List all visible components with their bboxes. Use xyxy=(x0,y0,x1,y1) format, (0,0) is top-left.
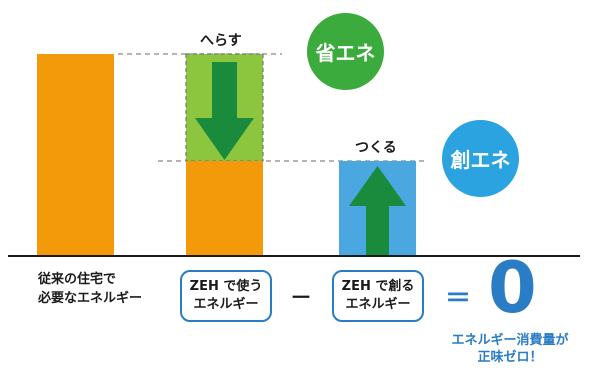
bar-reduced-outline xyxy=(185,53,264,162)
zeh-use-line2: エネルギー xyxy=(193,297,259,312)
zeh-create-box: ZEH で創る エネルギー xyxy=(332,270,424,322)
zero-value: 0 xyxy=(488,247,537,329)
result-caption-line1: エネルギー消費量が xyxy=(451,333,569,348)
down-arrow-icon xyxy=(195,62,254,160)
zeh-create-line1: ZEH で創る xyxy=(341,279,415,294)
bar-zeh-use xyxy=(186,161,263,256)
zeh-create-line2: エネルギー xyxy=(345,297,411,312)
result-caption-line2: 正味ゼロ！ xyxy=(477,350,543,365)
conventional-caption-line1: 従来の住宅で xyxy=(38,272,117,287)
create-label: つくる xyxy=(355,140,397,156)
energy-saving-badge: 省エネ xyxy=(307,13,384,90)
conventional-caption-line2: 必要なエネルギー xyxy=(38,291,143,306)
zeh-use-line1: ZEH で使う xyxy=(189,279,263,294)
zeh-use-box: ZEH で使う エネルギー xyxy=(180,270,272,322)
minus-sign: － xyxy=(290,286,313,311)
reduce-label: へらす xyxy=(200,33,242,49)
equals-sign: ＝ xyxy=(445,284,472,314)
energy-creation-badge: 創エネ xyxy=(442,120,519,197)
conventional-caption: 従来の住宅で 必要なエネルギー xyxy=(38,270,142,308)
result-caption: エネルギー消費量が 正味ゼロ！ xyxy=(440,332,580,366)
bar-conventional xyxy=(37,54,114,256)
up-arrow-icon xyxy=(349,166,406,256)
